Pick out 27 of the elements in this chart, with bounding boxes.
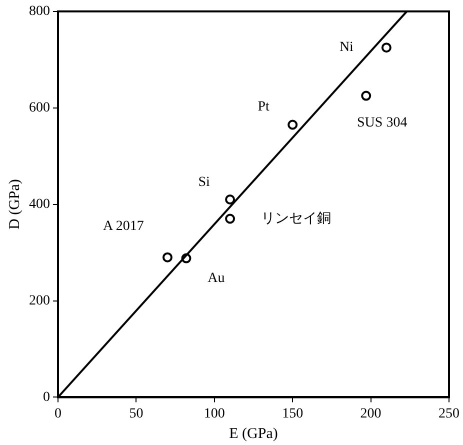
x-tick-label: 150 xyxy=(282,406,304,422)
x-tick-label: 100 xyxy=(204,406,225,422)
point xyxy=(162,252,172,262)
x-tick-label: 0 xyxy=(54,406,62,422)
annotation: Au xyxy=(208,270,225,286)
point xyxy=(181,253,192,264)
y-tick-label: 800 xyxy=(29,4,50,20)
y-axis-title: D (GPa) xyxy=(6,179,23,230)
y-tick-label: 400 xyxy=(29,196,50,212)
annotation: Si xyxy=(198,175,210,190)
x-tick-label: 250 xyxy=(438,406,460,422)
annotation: Pt xyxy=(258,99,270,114)
point xyxy=(361,90,372,101)
x-tick-label: 50 xyxy=(129,406,144,422)
point xyxy=(225,214,236,224)
annotation: Ni xyxy=(339,40,354,56)
x-axis-title: E (GPa) xyxy=(229,426,278,442)
y-tick-label: 600 xyxy=(29,100,50,116)
x-tick-label: 200 xyxy=(360,406,382,422)
annotation: リンセイ銅 xyxy=(261,211,332,226)
annotation: SUS 304 xyxy=(357,115,408,130)
y-tick-label: 200 xyxy=(29,293,50,308)
point xyxy=(288,120,298,130)
point xyxy=(381,42,392,53)
annotation: A 2017 xyxy=(103,219,144,234)
point xyxy=(225,194,236,204)
y-tick-label: 0 xyxy=(43,390,50,405)
